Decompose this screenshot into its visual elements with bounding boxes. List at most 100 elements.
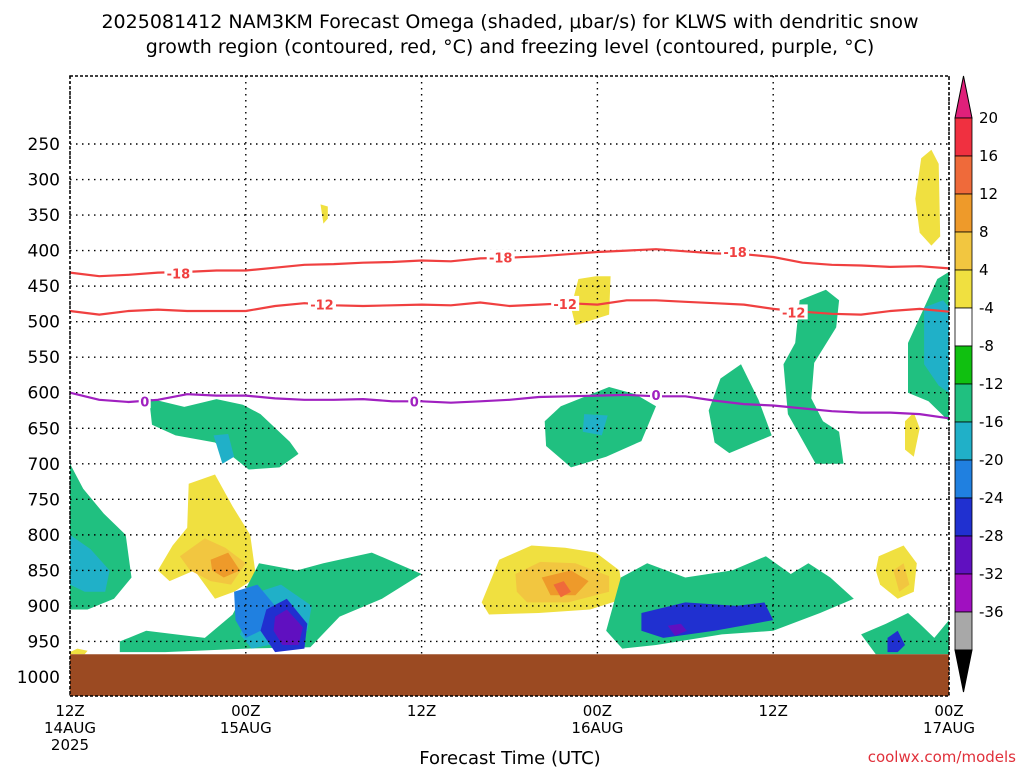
- colorbar-swatch: [954, 193, 973, 233]
- omega-region: [149, 398, 299, 470]
- colorbar-swatch: [954, 611, 973, 651]
- colorbar-swatch: [954, 383, 973, 423]
- colorbar-swatch: [954, 497, 973, 537]
- colorbar-tick-label: -32: [979, 565, 1004, 583]
- x-tick-label: 15AUG: [220, 719, 272, 737]
- contour-label: -18: [167, 267, 191, 282]
- omega-region: [553, 581, 571, 598]
- credit-text: coolwx.com/models: [868, 748, 1016, 766]
- omega-region: [273, 609, 303, 645]
- colorbar-bottom-arrow: [954, 649, 973, 693]
- colorbar-swatch: [954, 117, 973, 157]
- y-tick-label: 250: [28, 135, 60, 155]
- x-tick-label: 17AUG: [923, 719, 975, 737]
- colorbar-tick-label: -8: [979, 337, 994, 355]
- x-tick-label: 12Z: [407, 702, 436, 720]
- contour-label-bg: [551, 295, 580, 311]
- colorbar-tick-label: -36: [979, 603, 1004, 621]
- contour-label-bg: [721, 244, 750, 260]
- colorbar-tick-label: -16: [979, 413, 1004, 431]
- omega-region: [887, 630, 905, 653]
- omega-region: [905, 412, 920, 457]
- omega-region: [708, 364, 772, 454]
- contour-label: 0: [410, 395, 419, 410]
- colorbar-tick-label: -4: [979, 299, 994, 317]
- y-tick-label: 300: [28, 171, 60, 191]
- contour-label-bg: [408, 393, 421, 409]
- omega-region: [70, 648, 88, 655]
- colorbar-swatch: [954, 307, 973, 347]
- chart-title-line-1: 2025081412 NAM3KM Forecast Omega (shaded…: [101, 11, 918, 33]
- contour-line-0: [69, 391, 950, 420]
- omega-region: [667, 623, 687, 636]
- y-tick-label: 800: [28, 526, 60, 546]
- x-tick-label: 12Z: [759, 702, 788, 720]
- ground-layer: [70, 654, 949, 696]
- contour-label: -18: [489, 252, 513, 267]
- x-tick-label: 16AUG: [571, 719, 623, 737]
- y-tick-label: 1000: [17, 668, 60, 688]
- contour-label-bg: [164, 265, 193, 281]
- colorbar-tick-label: 8: [979, 223, 989, 241]
- contour-label: 0: [651, 389, 660, 404]
- colorbar-top-arrow: [954, 75, 973, 119]
- x-tick-label: 2025: [51, 736, 89, 754]
- contour-label: -18: [723, 246, 747, 261]
- contour-label-bg: [486, 249, 515, 265]
- x-tick-label: 00Z: [583, 702, 612, 720]
- colorbar-tick-label: 16: [979, 147, 998, 165]
- y-tick-label: 900: [28, 597, 60, 617]
- y-tick-label: 600: [28, 384, 60, 404]
- y-tick-label: 400: [28, 242, 60, 262]
- omega-region: [915, 149, 941, 246]
- y-axis-ticks: 250 300 350 400 450 500 550 600 650 700 750 800 850 9…: [17, 135, 60, 688]
- omega-region: [924, 300, 949, 393]
- plot-area: -18 -18 -18 -12 -12 -12 0 0 0: [69, 75, 950, 697]
- chart-title-line-2: growth region (contoured, red, °C) and f…: [146, 36, 875, 58]
- omega-region: [582, 414, 608, 436]
- contour-label: -12: [553, 298, 577, 313]
- colorbar-tick-label: 20: [979, 109, 998, 127]
- contour-label: -12: [310, 299, 334, 314]
- colorbar-tick-label: 12: [979, 185, 998, 203]
- y-tick-label: 750: [28, 490, 60, 510]
- x-tick-label: 14AUG: [44, 719, 96, 737]
- y-tick-label: 500: [28, 313, 60, 333]
- colorbar-tick-label: -28: [979, 527, 1004, 545]
- colorbar-swatch: [954, 345, 973, 385]
- y-tick-label: 950: [28, 632, 60, 652]
- y-tick-label: 550: [28, 348, 60, 368]
- contour-label-bg: [307, 296, 336, 312]
- y-tick-label: 850: [28, 561, 60, 581]
- y-tick-label: 350: [28, 206, 60, 226]
- contour-label: 0: [140, 395, 149, 410]
- omega-region: [571, 276, 611, 326]
- colorbar-swatch: [954, 573, 973, 613]
- colorbar-swatch: [954, 155, 973, 195]
- contour-label-bg: [138, 393, 151, 409]
- x-tick-label: 00Z: [934, 702, 963, 720]
- colorbar-tick-label: -20: [979, 451, 1004, 469]
- y-tick-label: 700: [28, 455, 60, 475]
- y-tick-label: 450: [28, 277, 60, 297]
- y-tick-label: 650: [28, 419, 60, 439]
- contour-label-bg: [650, 386, 662, 402]
- colorbar-swatch: [954, 535, 973, 575]
- omega-region: [210, 552, 240, 578]
- colorbar-tick-label: -24: [979, 489, 1004, 507]
- colorbar-swatch: [954, 269, 973, 309]
- x-tick-label: 00Z: [231, 702, 260, 720]
- omega-region: [213, 434, 235, 464]
- contour-label-bg: [779, 304, 808, 320]
- contour-labels: -18 -18 -18 -12 -12 -12 0 0 0: [138, 244, 808, 410]
- colorbar-swatch: [954, 421, 973, 461]
- x-tick-label: 12Z: [55, 702, 84, 720]
- colorbar-swatch: [954, 231, 973, 271]
- omega-region: [541, 570, 589, 596]
- colorbar-swatch: [954, 459, 973, 499]
- colorbar-tick-label: 4: [979, 261, 989, 279]
- omega-region: [783, 289, 844, 464]
- omega-region: [70, 534, 110, 592]
